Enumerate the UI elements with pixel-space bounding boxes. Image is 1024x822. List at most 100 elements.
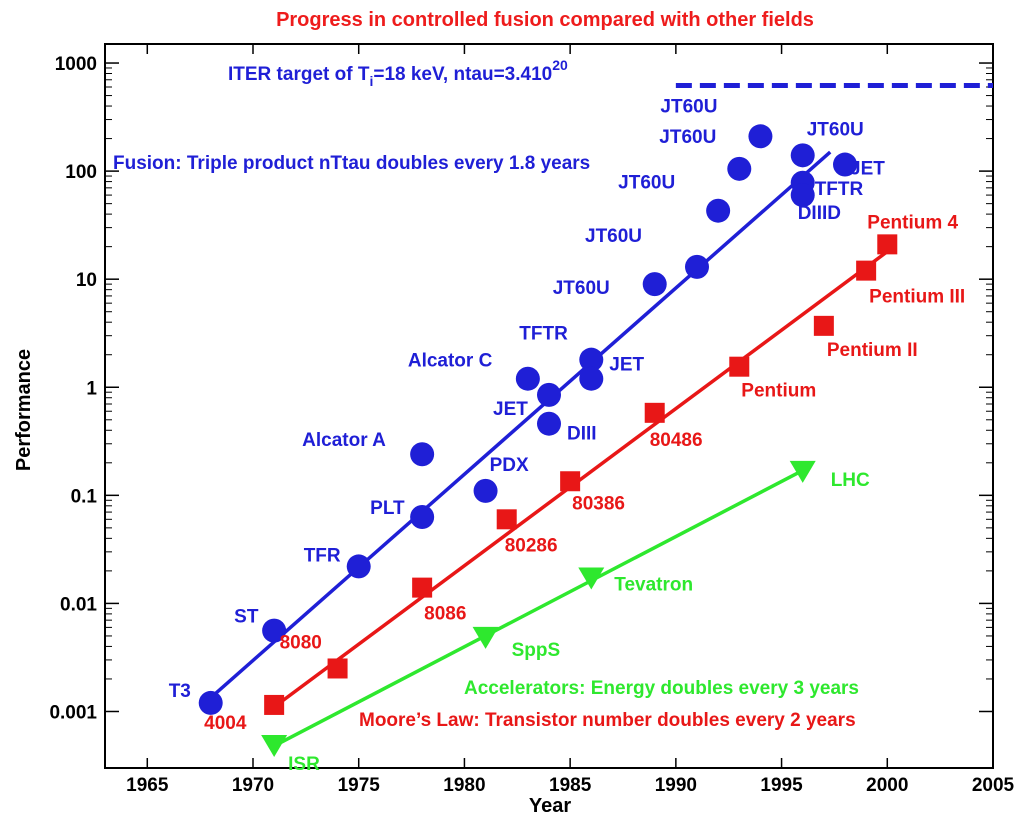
data-point [706,198,731,223]
point-label: DIII [567,424,597,445]
point-label: 80486 [650,430,703,451]
point-label: Pentium 4 [867,212,958,233]
point-label: JET [850,159,885,180]
data-point [537,411,561,436]
x-tick-label: 2000 [866,775,908,796]
data-point [685,254,709,279]
data-point [727,156,752,181]
y-tick-label: 1000 [55,54,97,75]
x-tick-label: 1980 [443,775,485,796]
data-point [642,272,667,297]
data-point [644,402,665,423]
x-tick-label: 2005 [972,775,1015,796]
y-tick-label: 0.001 [49,702,97,723]
point-label: JT60U [618,173,675,194]
data-point [496,509,517,530]
point-label: Pentium II [827,340,918,361]
point-label: 8080 [280,632,322,653]
data-point [262,618,287,643]
data-point [472,626,499,649]
series-fusion: T3 ST TFR PLT Alcator A PDX Alcator C JET DIII TF… [169,96,885,715]
series-moore-s-law: 4004 8080 8086 80286 80386 80486 Pentium Pentiu… [204,212,965,734]
point-label: PDX [490,455,529,476]
point-label: Alcator A [302,430,386,451]
point-label: JET [493,399,528,420]
series-note: Moore’s Law: Transistor number doubles e… [359,710,856,731]
plot-frame [104,43,994,769]
y-axis-label: Performance [13,349,35,471]
data-point [579,366,604,391]
point-label: JT60U [585,226,642,247]
data-point [515,366,540,391]
series-layer: ITER target of Ti=18 keV, ntau=3.41020 T3… [113,57,993,775]
iter-target-label: ITER target of Ti=18 keV, ntau=3.41020 [228,57,568,89]
data-point [537,382,561,407]
point-label: 80286 [505,535,558,556]
point-label: JT60U [553,278,610,299]
point-label: 8086 [424,604,466,625]
data-point [813,315,834,336]
point-label: Tevatron [614,575,693,596]
point-label: JET [609,355,644,376]
point-label: ST [234,607,259,628]
y-tick-label: 10 [76,270,97,291]
point-label: JT60U [660,96,717,117]
data-point [856,260,877,281]
data-point [410,442,435,467]
point-label: ISR [288,754,320,775]
data-point [473,478,498,503]
point-label: TFTR [519,324,568,345]
point-label: Pentium [741,381,816,402]
trend-line [273,250,889,709]
data-point [729,356,750,377]
data-point [327,658,348,679]
data-point [790,183,815,208]
trend-line [273,468,804,748]
y-tick-label: 0.01 [60,594,97,615]
x-tick-label: 1965 [126,775,169,796]
data-point [412,577,433,598]
x-tick-label: 1970 [232,775,274,796]
series-note: Accelerators: Energy doubles every 3 yea… [464,678,859,699]
y-tick-label: 1 [86,378,97,399]
data-point [790,143,815,168]
point-label: T3 [169,681,191,702]
trend-line [198,150,832,709]
point-label: 4004 [204,713,247,734]
series-accelerators: ISR SppS Tevatron LHC [261,460,870,775]
point-label: DIIID [798,203,841,224]
data-point [579,347,604,372]
point-label: TFR [304,545,341,566]
point-label: Alcator C [408,351,493,372]
x-tick-label: 1990 [655,775,697,796]
x-tick-label: 1975 [338,775,381,796]
x-tick-label: 1995 [760,775,803,796]
data-point [877,234,898,255]
y-tick-label: 100 [65,162,97,183]
data-point [410,505,435,530]
data-point [198,690,223,715]
point-label: Pentium III [869,287,965,308]
data-point [264,694,285,715]
chart-title: Progress in controlled fusion compared w… [276,9,814,31]
series-note: Fusion: Triple product nTtau doubles eve… [113,153,590,174]
point-label: SppS [512,640,561,661]
data-point [833,152,857,177]
data-point [578,567,605,590]
x-axis-label: Year [529,795,571,817]
point-label: TFTR [815,179,864,200]
data-point [560,471,581,492]
data-point [789,460,816,483]
point-label: LHC [831,470,870,491]
y-tick-label: 0.1 [71,486,98,507]
data-point [346,554,371,579]
point-label: JT60U [659,127,716,148]
point-label: 80386 [572,493,625,514]
point-label: JT60U [807,119,864,140]
axes: 1965 1970 1975 1980 1985 1990 1995 2000 2005 0.00… [49,44,1015,796]
data-point [261,734,288,757]
x-tick-label: 1985 [549,775,592,796]
point-label: PLT [370,498,405,519]
